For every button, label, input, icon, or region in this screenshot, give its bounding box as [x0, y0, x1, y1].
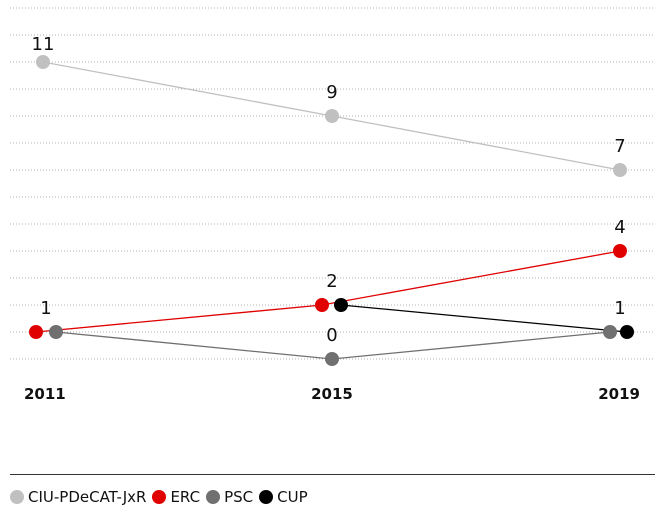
data-label-0: 11 [32, 34, 55, 55]
point-0-0 [36, 55, 50, 69]
data-label-5: 1 [40, 298, 51, 319]
point-0-1 [325, 109, 339, 123]
legend-item-psc: PSC [206, 488, 253, 506]
legend-divider [10, 474, 655, 475]
legend-label-cup: CUP [277, 488, 308, 506]
point-1-2 [613, 244, 627, 258]
point-0-2 [613, 163, 627, 177]
legend-swatch-ciu [10, 490, 24, 504]
point-1-1 [315, 298, 329, 312]
point-3-2 [620, 325, 634, 339]
legend-swatch-erc [152, 490, 167, 504]
series-line-3 [340, 304, 628, 333]
legend-swatch-cup [259, 490, 274, 504]
legend-label-psc: PSC [224, 488, 254, 506]
data-label-7: 0 [326, 325, 337, 346]
legend-label-ciu: CIU-PDeCAT-JxR [28, 488, 147, 506]
legend-item-erc: ERC [152, 488, 200, 506]
legend-item-ciu: CIU-PDeCAT-JxR [10, 488, 146, 506]
x-tick-label-2011: 2011 [24, 385, 66, 403]
data-label-2: 7 [614, 136, 625, 157]
legend-item-cup: CUP [259, 488, 308, 506]
series-lines [35, 61, 628, 360]
point-2-1 [325, 352, 339, 366]
data-label-1: 9 [326, 82, 337, 103]
data-label-3: 4 [614, 217, 625, 238]
data-label-6: 1 [614, 298, 625, 319]
point-1-0 [29, 325, 43, 339]
point-3-1 [334, 298, 348, 312]
point-2-2 [603, 325, 617, 339]
legend-swatch-psc [206, 490, 221, 504]
x-tick-label-2019: 2019 [598, 385, 640, 403]
legend-label-erc: ERC [170, 488, 201, 506]
legend: CIU-PDeCAT-JxR ERC PSC CUP [10, 488, 308, 506]
x-tick-labels: 2011 2015 2019 [24, 385, 640, 403]
series-points [29, 55, 634, 366]
point-2-0 [49, 325, 63, 339]
data-label-4: 2 [326, 271, 337, 292]
gridlines [10, 7, 655, 360]
x-tick-label-2015: 2015 [311, 385, 353, 403]
